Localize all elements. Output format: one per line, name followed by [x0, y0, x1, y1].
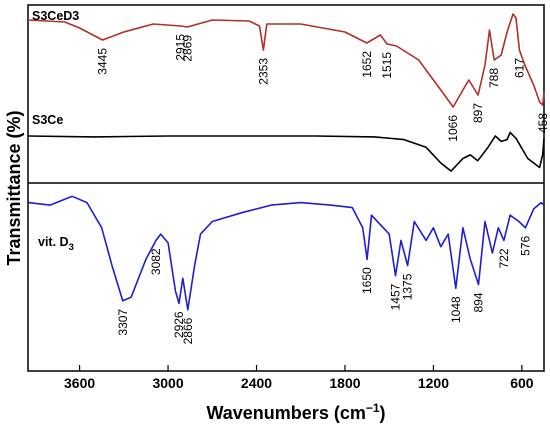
x-tick-label: 3000 [152, 375, 183, 391]
series-label-vitd3-sub: 3 [69, 242, 74, 253]
x-axis-label-close: ) [380, 403, 386, 423]
plot-frame [27, 4, 545, 372]
x-tick-label: 3600 [64, 375, 95, 391]
x-tick-label: 1200 [418, 375, 449, 391]
peak-label: 1048 [449, 296, 463, 323]
peak-label: 3082 [149, 248, 163, 275]
series-label-s3ced3: S3CeD3 [32, 9, 79, 23]
peak-label: 1515 [380, 52, 394, 79]
series-label-vitd3: vit. D3 [38, 235, 74, 253]
series-layer [27, 13, 545, 311]
x-tick-label: 600 [510, 375, 534, 391]
peak-label: 617 [512, 58, 526, 78]
x-tick-label: 2400 [241, 375, 272, 391]
peak-label: 2915 [174, 34, 188, 61]
series-label-vitd3-main: vit. D [38, 235, 69, 249]
x-axis-label-unit: −1 [366, 401, 380, 415]
peak-label: 2869 [180, 35, 194, 62]
peak-label: 1375 [401, 273, 415, 300]
peak-label: 2353 [256, 58, 270, 85]
peak-label: 894 [472, 292, 486, 312]
x-axis-label-main: Wavenumbers (cm [206, 403, 365, 423]
x-tick-label: 1800 [329, 375, 360, 391]
series-line-s3ce [27, 131, 545, 172]
y-axis-label: Transmittance (%) [4, 110, 24, 265]
peak-label: 1457 [389, 283, 403, 310]
peak-label: 722 [497, 248, 511, 268]
peak-label: 3445 [96, 48, 110, 75]
peak-label: 576 [518, 235, 532, 255]
series-line-vitd3 [27, 195, 545, 311]
peak-label: 1652 [360, 51, 374, 78]
peak-label: 1066 [446, 115, 460, 142]
peak-label: 788 [487, 68, 501, 88]
series-label-s3ce: S3Ce [32, 113, 63, 127]
peak-label: 1650 [360, 267, 374, 294]
peak-label: 897 [471, 103, 485, 123]
peak-label: 2926 [172, 311, 186, 338]
peak-label: 458 [536, 113, 550, 133]
series-line-s3ced3 [27, 13, 545, 108]
peak-label: 3307 [116, 309, 130, 336]
peak-label: 2866 [181, 317, 195, 344]
x-ticks: 3600 3000 2400 1800 1200 600 [64, 365, 534, 391]
x-axis-label: Wavenumbers (cm−1) [206, 401, 385, 423]
